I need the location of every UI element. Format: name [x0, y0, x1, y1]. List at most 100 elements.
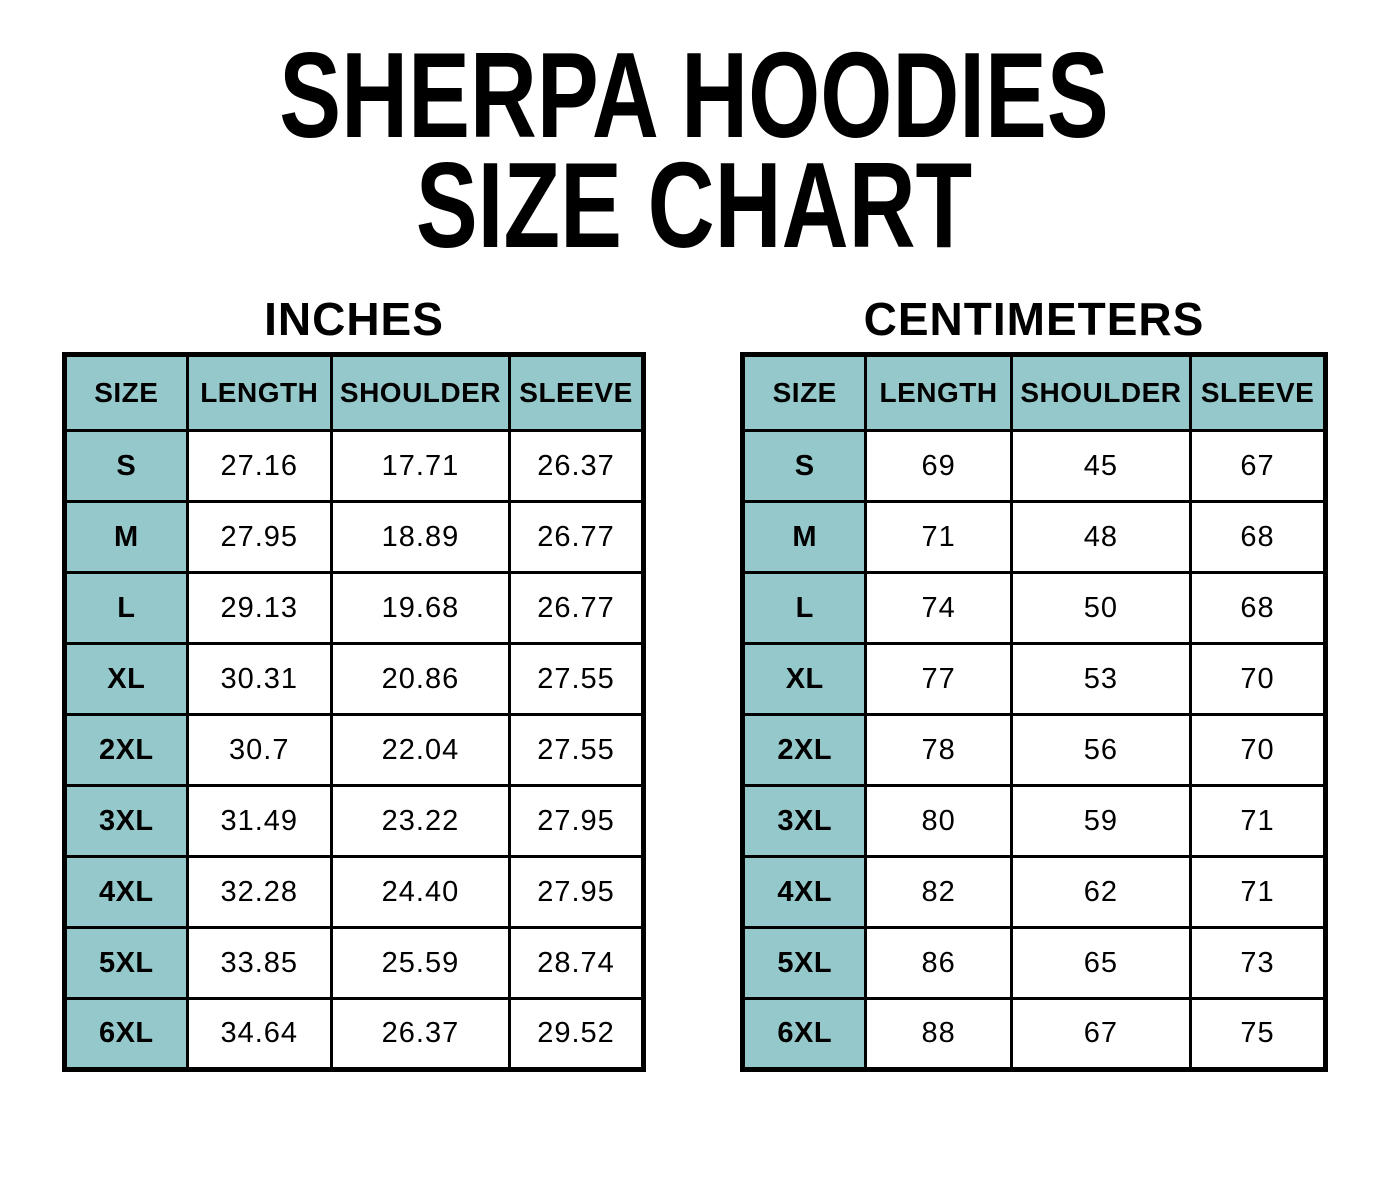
inches-table-title: INCHES: [264, 293, 444, 345]
table-row-l: L 74 50 68: [740, 571, 1327, 645]
shoulder-value-cell: 23.22: [329, 784, 512, 858]
shoulder-value-cell: 25.59: [329, 926, 512, 1000]
size-cell: XL: [740, 642, 868, 716]
size-cell: S: [740, 429, 868, 503]
size-cell: XL: [63, 642, 189, 716]
length-value-cell: 71: [864, 500, 1013, 574]
shoulder-value-cell: 59: [1009, 784, 1193, 858]
sleeve-value-cell: 26.37: [508, 429, 645, 503]
table-row-3xl: 3XL 80 59 71: [740, 784, 1327, 858]
shoulder-value-cell: 53: [1009, 642, 1193, 716]
size-cell: 3XL: [63, 784, 189, 858]
length-value-cell: 80: [864, 784, 1013, 858]
table-row-xl: XL 30.31 20.86 27.55: [63, 642, 645, 716]
table-row-2xl: 2XL 30.7 22.04 27.55: [63, 713, 645, 787]
length-value-cell: 27.95: [185, 500, 333, 574]
sleeve-value-cell: 27.55: [508, 713, 645, 787]
length-value-cell: 82: [864, 855, 1013, 929]
inches-size-table: SIZE LENGTH SHOULDER SLEEVE S 27.16 17.71 26.37…: [62, 352, 646, 1072]
shoulder-value-cell: 48: [1009, 500, 1193, 574]
sleeve-value-cell: 67: [1189, 429, 1327, 503]
centimeters-section: CENTIMETERS SIZE LENGTH SHOULDER SLEEVE S 69 4…: [740, 296, 1328, 1072]
table-row-5xl: 5XL 33.85 25.59 28.74: [63, 926, 645, 1000]
header-row: SIZE LENGTH SHOULDER SLEEVE: [740, 353, 1327, 432]
table-row-m: M 27.95 18.89 26.77: [63, 500, 645, 574]
column-header-size: SIZE: [740, 353, 868, 432]
table-row-l: L 29.13 19.68 26.77: [63, 571, 645, 645]
table-row-2xl: 2XL 78 56 70: [740, 713, 1327, 787]
shoulder-value-cell: 18.89: [329, 500, 512, 574]
table-row-4xl: 4XL 82 62 71: [740, 855, 1327, 929]
size-cell: 5XL: [740, 926, 868, 1000]
size-cell: M: [63, 500, 189, 574]
size-cell: 4XL: [63, 855, 189, 929]
inches-section: INCHES SIZE LENGTH SHOULDER SLEEVE S 27.16 17.…: [62, 296, 646, 1072]
shoulder-value-cell: 19.68: [329, 571, 512, 645]
table-row-xl: XL 77 53 70: [740, 642, 1327, 716]
sleeve-value-cell: 73: [1189, 926, 1327, 1000]
column-header-length: LENGTH: [864, 353, 1013, 432]
size-cell: L: [740, 571, 868, 645]
size-cell: L: [63, 571, 189, 645]
table-row-3xl: 3XL 31.49 23.22 27.95: [63, 784, 645, 858]
shoulder-value-cell: 56: [1009, 713, 1193, 787]
length-value-cell: 88: [864, 997, 1013, 1071]
shoulder-value-cell: 26.37: [329, 997, 512, 1071]
sleeve-value-cell: 27.95: [508, 855, 645, 929]
table-row-s: S 69 45 67: [740, 429, 1327, 503]
centimeters-table-title: CENTIMETERS: [863, 293, 1205, 345]
length-value-cell: 33.85: [185, 926, 333, 1000]
page-title: SHERPA HOODIES SIZE CHART: [0, 27, 1388, 273]
shoulder-value-cell: 67: [1009, 997, 1193, 1071]
sleeve-value-cell: 26.77: [508, 500, 645, 574]
shoulder-value-cell: 45: [1009, 429, 1193, 503]
column-header-sleeve: SLEEVE: [508, 353, 645, 432]
size-cell: 2XL: [740, 713, 868, 787]
sleeve-value-cell: 70: [1189, 713, 1327, 787]
table-row-5xl: 5XL 86 65 73: [740, 926, 1327, 1000]
sleeve-value-cell: 71: [1189, 855, 1327, 929]
length-value-cell: 29.13: [185, 571, 333, 645]
shoulder-value-cell: 62: [1009, 855, 1193, 929]
column-header-length: LENGTH: [185, 353, 333, 432]
column-header-shoulder: SHOULDER: [329, 353, 512, 432]
sleeve-value-cell: 75: [1189, 997, 1327, 1071]
sleeve-value-cell: 27.55: [508, 642, 645, 716]
column-header-shoulder: SHOULDER: [1009, 353, 1193, 432]
column-header-sleeve: SLEEVE: [1189, 353, 1327, 432]
length-value-cell: 27.16: [185, 429, 333, 503]
table-row-4xl: 4XL 32.28 24.40 27.95: [63, 855, 645, 929]
sleeve-value-cell: 28.74: [508, 926, 645, 1000]
shoulder-value-cell: 50: [1009, 571, 1193, 645]
shoulder-value-cell: 24.40: [329, 855, 512, 929]
length-value-cell: 86: [864, 926, 1013, 1000]
size-cell: 3XL: [740, 784, 868, 858]
shoulder-value-cell: 65: [1009, 926, 1193, 1000]
size-cell: 2XL: [63, 713, 189, 787]
sleeve-value-cell: 71: [1189, 784, 1327, 858]
length-value-cell: 31.49: [185, 784, 333, 858]
length-value-cell: 30.7: [185, 713, 333, 787]
size-cell: M: [740, 500, 868, 574]
size-cell: 6XL: [740, 997, 868, 1071]
sleeve-value-cell: 68: [1189, 500, 1327, 574]
length-value-cell: 30.31: [185, 642, 333, 716]
column-header-size: SIZE: [63, 353, 189, 432]
length-value-cell: 77: [864, 642, 1013, 716]
size-cell: 6XL: [63, 997, 189, 1071]
table-row-s: S 27.16 17.71 26.37: [63, 429, 645, 503]
size-cell: 5XL: [63, 926, 189, 1000]
sleeve-value-cell: 68: [1189, 571, 1327, 645]
page-title-line2: SIZE CHART: [415, 137, 973, 273]
centimeters-size-table: SIZE LENGTH SHOULDER SLEEVE S 69 45 67 M 71 48 68 L 7…: [740, 352, 1328, 1072]
length-value-cell: 32.28: [185, 855, 333, 929]
size-cell: S: [63, 429, 189, 503]
page-title-line1: SHERPA HOODIES: [279, 27, 1109, 163]
table-row-6xl: 6XL 88 67 75: [740, 997, 1327, 1071]
length-value-cell: 69: [864, 429, 1013, 503]
sleeve-value-cell: 27.95: [508, 784, 645, 858]
header-row: SIZE LENGTH SHOULDER SLEEVE: [63, 353, 645, 432]
shoulder-value-cell: 22.04: [329, 713, 512, 787]
size-cell: 4XL: [740, 855, 868, 929]
